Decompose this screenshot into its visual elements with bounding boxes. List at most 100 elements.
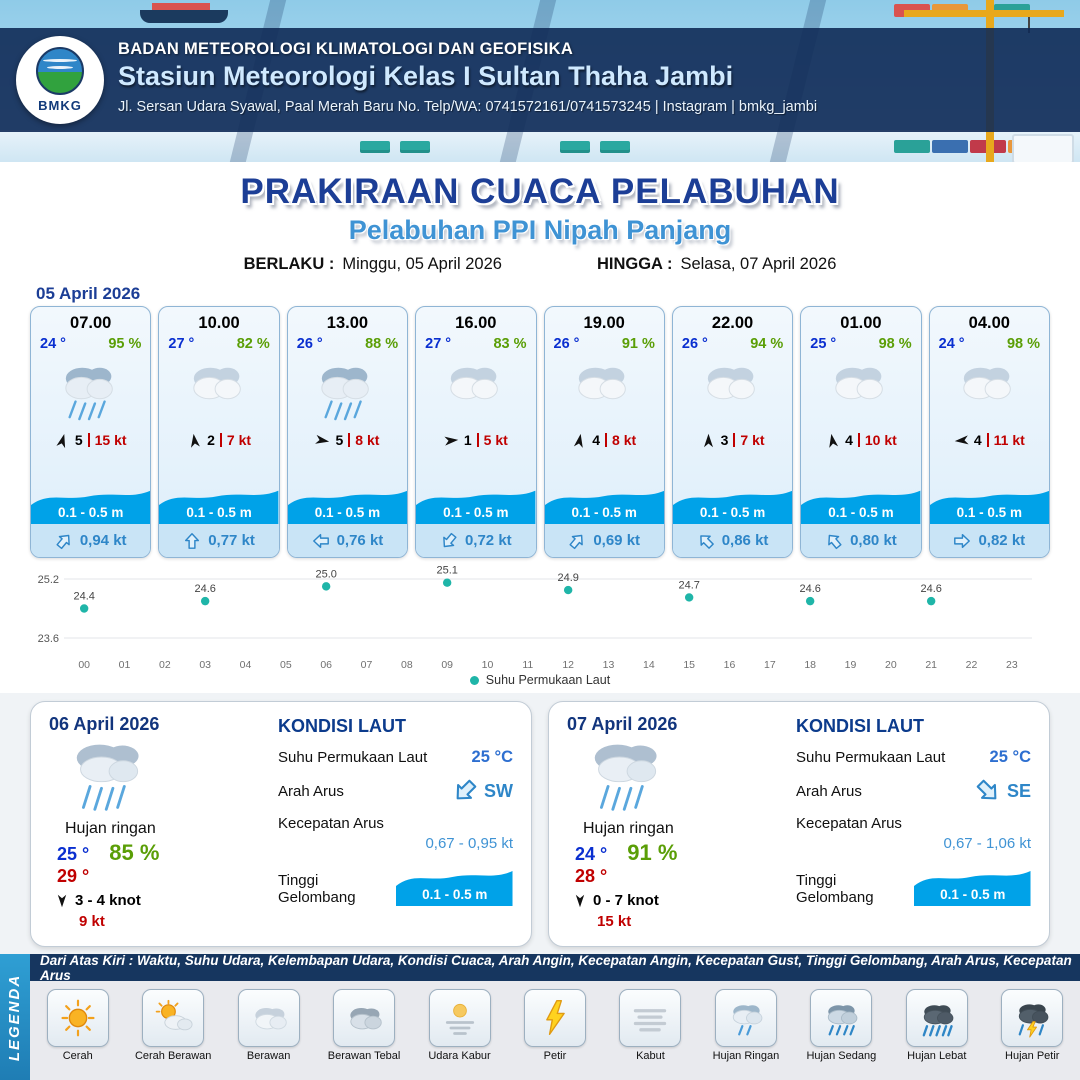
heavy-rain-icon xyxy=(905,989,968,1047)
wave-height-band: 0.1 - 0.5 m xyxy=(929,478,1049,524)
wave-height-band: 0.1 - 0.5 m xyxy=(544,478,664,524)
wave-icon xyxy=(396,871,513,906)
legend-description: Dari Atas Kiri : Waktu, Suhu Udara, Kele… xyxy=(30,953,1080,983)
station-address: Jl. Sersan Udara Syawal, Paal Merah Baru… xyxy=(118,99,818,115)
wave-height-band: 0.1 - 0.5 m xyxy=(416,478,536,524)
valid-from: BERLAKU : Minggu, 05 April 2026 xyxy=(243,255,502,273)
current-direction-value: SE xyxy=(1006,780,1031,801)
wind-speed: 7 kt xyxy=(740,432,765,448)
air-temperature: 26 ° xyxy=(681,336,708,352)
gust-speed: 9 kt xyxy=(79,913,105,930)
air-temperature: 24 ° xyxy=(938,336,965,352)
hourly-forecast-card: 10.00 27 ° 82 % 2 7 kt xyxy=(158,306,280,558)
current-speed: 0,86 kt xyxy=(721,532,769,549)
svg-text:23: 23 xyxy=(1006,659,1018,671)
wave-height-value: 0.1 - 0.5 m xyxy=(956,505,1022,520)
svg-text:24.7: 24.7 xyxy=(678,579,699,591)
svg-text:16: 16 xyxy=(724,659,736,671)
valid-until: HINGGA : Selasa, 07 April 2026 xyxy=(596,255,837,273)
wave-height-value: 0.1 - 0.5 m xyxy=(940,887,1006,902)
humidity-value: 85 % xyxy=(109,840,160,865)
wind-force: 5 xyxy=(335,432,344,448)
current-speed: 0,76 kt xyxy=(336,532,384,549)
weather-condition-icon xyxy=(545,352,664,428)
rain-cloud-icon xyxy=(594,744,657,811)
wind-direction-icon xyxy=(57,894,67,907)
wave-height-value: 0.1 - 0.5 m xyxy=(186,505,252,520)
current-direction-icon xyxy=(569,534,584,549)
current-direction-icon xyxy=(699,534,714,549)
weather-condition-text: Hujan ringan xyxy=(583,820,674,837)
svg-text:01: 01 xyxy=(119,659,131,671)
humidity-value: 98 % xyxy=(878,336,912,352)
current-direction-icon xyxy=(56,534,70,549)
hourly-cards-row: 07.00 24 ° 95 % 5 15 kt xyxy=(30,306,1050,558)
wave-height-value: 0.1 - 0.5 m xyxy=(571,505,637,520)
wave-height-badge: 0.1 - 0.5 m xyxy=(914,860,1031,906)
current-speed: 0,77 kt xyxy=(208,532,255,549)
divider xyxy=(219,433,222,447)
current-row: 0,69 kt xyxy=(544,524,664,557)
wind-force: 2 xyxy=(207,432,215,448)
wind-force: 3 xyxy=(720,432,729,448)
weather-condition-icon xyxy=(673,352,792,428)
wave-icon xyxy=(544,490,664,524)
weather-condition-icon xyxy=(159,352,278,428)
daily-date: 06 April 2026 xyxy=(49,714,160,734)
wave-height-band: 0.1 - 0.5 m xyxy=(801,478,921,524)
hourly-forecast-card: 01.00 25 ° 98 % 4 10 kt xyxy=(800,306,922,558)
title-section: PRAKIRAAN CUACA PELABUHAN Pelabuhan PPI … xyxy=(0,162,1080,280)
current-direction-label: Arah Arus xyxy=(796,782,862,800)
svg-text:03: 03 xyxy=(199,659,211,671)
wind-speed: 10 kt xyxy=(864,432,897,448)
svg-text:09: 09 xyxy=(441,659,453,671)
current-row: 0,77 kt xyxy=(159,524,279,557)
wind-direction-icon xyxy=(703,433,713,447)
daily-date: 07 April 2026 xyxy=(567,714,678,734)
wind-row: 5 8 kt xyxy=(288,428,407,452)
current-speed: 0,82 kt xyxy=(978,532,1026,549)
lightning-icon xyxy=(523,989,586,1047)
wind-row: 0 - 7 knot xyxy=(573,892,782,909)
weather-condition-icon xyxy=(930,352,1049,428)
divider xyxy=(986,433,989,447)
wind-direction-icon xyxy=(574,433,583,448)
hourly-forecast-card: 22.00 26 ° 94 % 3 7 kt xyxy=(671,306,794,558)
wind-row: 3 7 kt xyxy=(673,428,792,452)
humidity-value: 83 % xyxy=(493,336,527,352)
wave-height-value: 0.1 - 0.5 m xyxy=(828,505,894,520)
fog-icon xyxy=(619,989,682,1047)
svg-text:15: 15 xyxy=(683,659,695,671)
legend-item: Udara Kabur xyxy=(412,989,507,1062)
wind-speed: 5 kt xyxy=(483,432,508,448)
wave-height-band: 0.1 - 0.5 m xyxy=(287,478,408,524)
svg-text:25.0: 25.0 xyxy=(315,568,336,580)
port-name: Pelabuhan PPI Nipah Panjang xyxy=(348,215,732,245)
thunderstorm-icon xyxy=(1001,989,1064,1047)
current-speed: 0,80 kt xyxy=(850,532,897,549)
svg-text:02: 02 xyxy=(159,659,171,671)
wind-speed: 7 kt xyxy=(226,432,252,448)
humidity-value: 94 % xyxy=(750,336,784,352)
air-temperature: 26 ° xyxy=(553,336,580,352)
air-temperature: 27 ° xyxy=(168,336,195,352)
sst-value: 25 °C xyxy=(471,748,513,766)
svg-text:17: 17 xyxy=(764,659,776,671)
wind-row: 5 15 kt xyxy=(31,428,150,452)
forecast-time: 01.00 xyxy=(840,314,882,332)
min-temperature: 25 ° xyxy=(57,844,90,864)
svg-text:19: 19 xyxy=(845,659,857,671)
sst-scatter-chart: 25.2 23.6 00 01 02 03 04 05 06 07 08 09 10 11 12 13 14 15… xyxy=(38,566,1032,671)
sst-chart-section: 25.2 23.6 00 01 02 03 04 05 06 07 08 09 10 11 12 13 14 15… xyxy=(30,566,1050,687)
svg-text:25.1: 25.1 xyxy=(436,566,457,577)
wind-force: 4 xyxy=(973,432,982,448)
rain-cloud-icon xyxy=(76,744,139,811)
current-row: 0,80 kt xyxy=(801,524,921,557)
forecast-time: 04.00 xyxy=(968,314,1010,332)
wave-height-band: 0.1 - 0.5 m xyxy=(672,478,793,524)
current-direction-icon xyxy=(312,533,329,548)
wind-speed: 15 kt xyxy=(94,432,127,448)
svg-text:00: 00 xyxy=(78,659,90,671)
legend-item: Kabut xyxy=(603,989,698,1062)
current-row: 0,94 kt xyxy=(31,524,151,557)
